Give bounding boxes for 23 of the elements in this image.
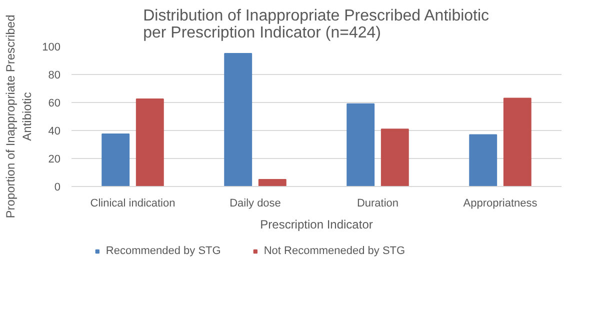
x-tick-label: Appropriatness <box>463 198 538 210</box>
legend-label: Not Recommeneded by STG <box>264 245 406 257</box>
y-tick-label: 60 <box>48 98 61 110</box>
y-tick-label: 40 <box>48 126 61 138</box>
legend-label: Recommended by STG <box>106 245 221 257</box>
y-tick-label: 100 <box>42 42 61 54</box>
chart-title: Distribution of Inappropriate Prescribed Antibiotic per Prescription Indicator (n=424) <box>143 8 490 42</box>
y-tick-label: 0 <box>54 182 61 194</box>
y-axis-title: Proportion of Inappropriate Prescribed Antibiotic <box>3 14 34 218</box>
bar <box>469 134 498 186</box>
bar <box>346 103 375 186</box>
x-tick-label: Daily dose <box>230 198 281 210</box>
x-axis-title: Prescription Indicator <box>260 218 373 232</box>
y-tick-label: 20 <box>48 154 61 166</box>
y-tick-label: 80 <box>48 70 61 82</box>
x-tick-label: Duration <box>356 198 399 210</box>
x-tick-label: Clinical indication <box>90 198 176 210</box>
bar <box>380 128 409 186</box>
bar <box>503 98 532 186</box>
bar <box>258 179 286 186</box>
bar <box>136 98 164 186</box>
bar <box>102 134 130 186</box>
bar <box>224 53 252 186</box>
